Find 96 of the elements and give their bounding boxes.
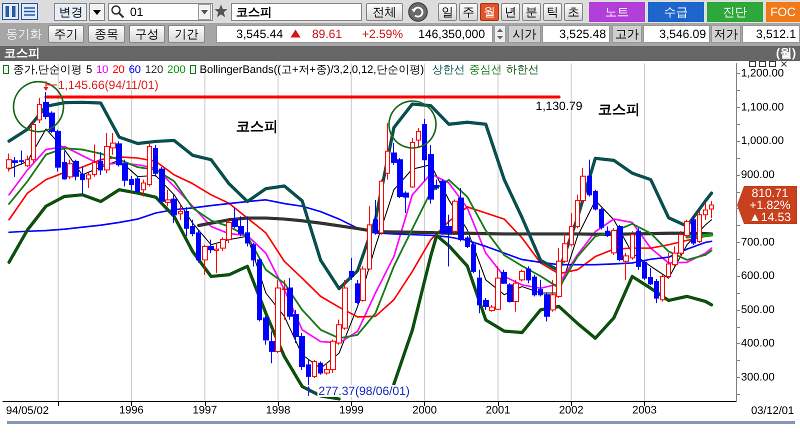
y-tick-label: 1,100.00 <box>741 101 784 114</box>
label-cell: 시가 <box>508 25 541 43</box>
value-field: 3,525.48 <box>542 25 610 43</box>
candlestick <box>507 282 513 303</box>
candlestick <box>617 224 623 262</box>
x-tick-label: 2000 <box>412 404 437 416</box>
annotation: BollingerBands((고+저+종)/3,2,0,12,단순이평) <box>200 63 424 77</box>
annotation: 1,145.66(94/11/01) <box>58 78 158 92</box>
candlestick <box>385 122 390 180</box>
candlestick <box>501 269 507 284</box>
candlestick <box>513 279 519 312</box>
button: 전체 <box>366 3 403 21</box>
text: 200 <box>167 64 186 76</box>
button: 종목 <box>88 25 125 43</box>
label-cell: 고가 <box>612 25 642 43</box>
text: 60 <box>128 64 141 76</box>
annotation: 1,130.79 <box>536 98 583 113</box>
text: +2.59% <box>362 27 403 41</box>
text: 120 <box>144 64 164 76</box>
button: 주 <box>459 3 478 21</box>
text: 동기화 <box>6 26 42 42</box>
candlestick <box>416 127 421 148</box>
y-tick-label: 600.00 <box>741 270 775 282</box>
price-tag: 810.71 +1.82% ▲14.53 <box>737 186 797 224</box>
candlestick <box>355 279 360 304</box>
text: 20 <box>112 64 125 76</box>
text: 3,545.44 <box>236 27 283 41</box>
candlestick <box>214 242 219 274</box>
button: 진단 <box>707 2 763 22</box>
text: 10 <box>96 64 108 76</box>
button: 틱 <box>543 3 562 21</box>
text-field: 변경 <box>54 3 87 21</box>
x-tick-label: 1996 <box>119 404 144 416</box>
y-tick-label: 400.00 <box>741 338 775 350</box>
y-tick-label: 900.00 <box>741 168 775 181</box>
candlestick <box>452 199 458 234</box>
button: 구성 <box>129 25 165 43</box>
value-field: 3,512.1 <box>742 25 800 43</box>
candlestick <box>410 138 415 189</box>
candlestick <box>178 204 183 220</box>
y-tick-label: 300.00 <box>741 371 775 384</box>
text: 상한선 <box>432 63 466 77</box>
annotation: 277.37(98/06/01) <box>318 384 410 398</box>
annotation: 코스피 <box>598 101 640 119</box>
button: 주기 <box>48 25 84 43</box>
candlestick <box>611 228 617 256</box>
button: 기간 <box>168 25 205 43</box>
candlestick <box>691 216 696 246</box>
x-tick-label: 2003 <box>632 404 657 416</box>
text: 중심선 <box>469 63 502 77</box>
candlestick <box>6 153 12 172</box>
text: 하한선 <box>506 63 540 77</box>
value-field: 3,546.09 <box>643 25 710 43</box>
candlestick <box>208 239 214 254</box>
x-tick-label: 1997 <box>192 404 218 416</box>
button: 일 <box>438 3 457 21</box>
y-tick-label: 1,200.00 <box>741 68 784 80</box>
candlestick <box>37 97 42 124</box>
candlestick <box>67 159 73 180</box>
x-tick-label: 2001 <box>486 404 510 416</box>
text: 89.61 <box>312 27 342 41</box>
candlestick <box>709 200 714 219</box>
text: 03/12/01 <box>751 405 794 417</box>
button: 수급 <box>648 2 704 22</box>
button: 월 <box>480 3 499 21</box>
y-tick-label: 1,000.00 <box>741 135 784 148</box>
candlestick <box>349 257 354 280</box>
text-field: 코스피 <box>231 3 362 21</box>
candlestick <box>379 179 384 236</box>
text: 01 <box>130 5 144 19</box>
annotation: 코스피 <box>236 118 278 136</box>
legend-title: 종가,단순이평 <box>13 63 82 77</box>
candlestick <box>605 226 610 238</box>
candlestick <box>165 189 171 207</box>
text: 146,350,000 <box>418 27 485 41</box>
chart-title: 코스피 <box>4 45 40 62</box>
candlestick <box>202 244 208 276</box>
candlestick <box>318 361 323 376</box>
text: 5 <box>86 64 92 76</box>
label-cell: 저가 <box>711 25 741 43</box>
candlestick <box>98 152 103 176</box>
x-tick-label: 2002 <box>559 404 584 416</box>
candlestick <box>269 330 275 364</box>
button: FOC <box>766 2 800 22</box>
button: 분 <box>522 3 541 21</box>
y-tick-label: 700.00 <box>741 236 775 248</box>
button: 노트 <box>589 2 645 22</box>
header-bar: 코스피 (월) <box>0 46 800 61</box>
candlestick <box>312 359 317 379</box>
text: 94/05/02 <box>6 405 49 417</box>
button: 년 <box>501 3 520 21</box>
button: 초 <box>564 3 583 21</box>
x-tick-label: 1999 <box>339 404 364 416</box>
y-tick-label: 500.00 <box>741 304 775 316</box>
x-tick-label: 1998 <box>266 404 290 416</box>
candlestick <box>519 269 525 282</box>
